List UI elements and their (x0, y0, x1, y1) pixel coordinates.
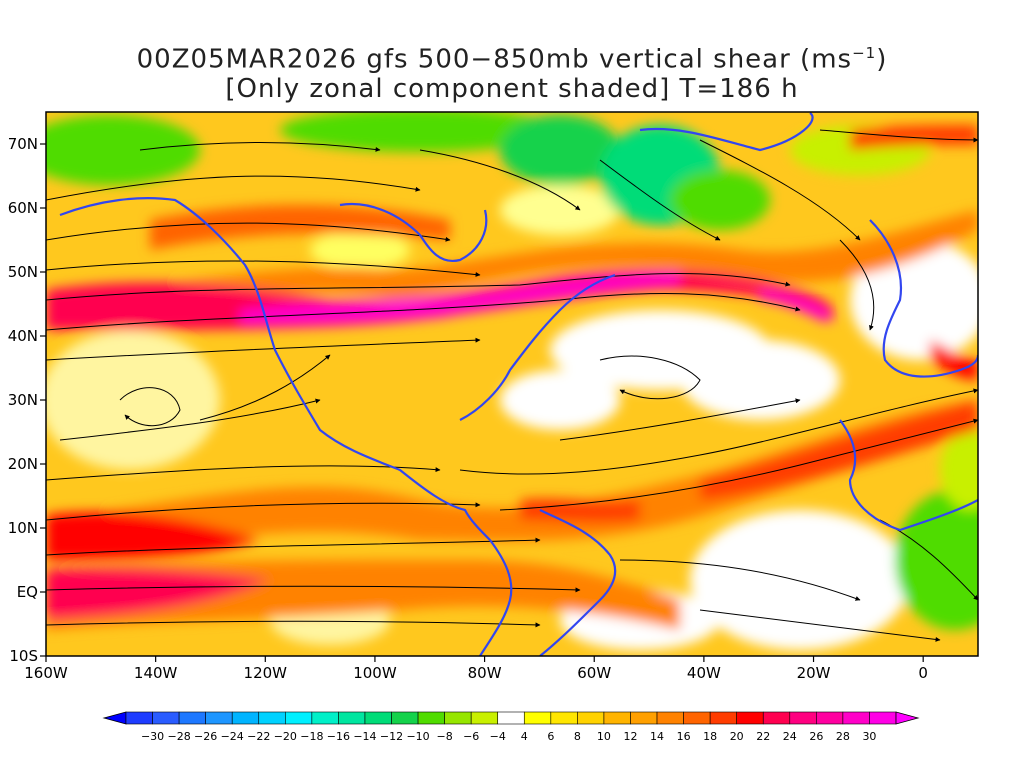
colorbar-swatch (869, 711, 897, 725)
colorbar-label: 20 (730, 730, 744, 743)
colorbar-label: −4 (490, 730, 506, 743)
lat-tick-label: 60N (8, 199, 38, 217)
colorbar-swatch (205, 711, 233, 725)
lon-tick-label: 40W (687, 664, 721, 682)
lon-tick-label: 20W (797, 664, 831, 682)
colorbar-swatch (656, 711, 684, 725)
colorbar-label: −12 (380, 730, 403, 743)
colorbar-label: −10 (406, 730, 429, 743)
coastline-south-america-east (539, 509, 617, 656)
colorbar-swatch (683, 711, 711, 725)
lat-tick-label: 70N (8, 135, 38, 153)
colorbar-label: 18 (703, 730, 717, 743)
longitude-axis: 160W 140W 120W 100W 80W 60W 40W 20W 0 (24, 656, 928, 682)
lat-tick-label: 30N (8, 391, 38, 409)
colorbar-label: −22 (247, 730, 270, 743)
colorbar-swatch (285, 711, 313, 725)
lon-tick-label: 120W (244, 664, 288, 682)
colorbar-label: 6 (547, 730, 554, 743)
colorbar-swatch (178, 711, 206, 725)
colorbar-label: −28 (167, 730, 190, 743)
lon-tick-label: 160W (24, 664, 68, 682)
colorbar-label: 10 (597, 730, 611, 743)
colorbar-label: 28 (836, 730, 850, 743)
colorbar-swatch (391, 711, 419, 725)
colorbar-label: −18 (300, 730, 323, 743)
colorbar-label: −26 (194, 730, 217, 743)
colorbar-label: 16 (677, 730, 691, 743)
colorbar-swatch (736, 711, 764, 725)
colorbar-swatch (311, 711, 339, 725)
colorbar-swatch (417, 711, 445, 725)
colorbar-label: 8 (574, 730, 581, 743)
map-plot-area (46, 112, 978, 656)
colorbar-swatch (816, 711, 844, 725)
coastline-europe (869, 219, 978, 378)
colorbar-swatch (709, 711, 737, 725)
lat-tick-label: EQ (17, 583, 38, 601)
colorbar-swatch (152, 711, 180, 725)
lat-tick-label: 20N (8, 455, 38, 473)
colorbar-swatch (125, 711, 153, 725)
colorbar-swatch (577, 711, 605, 725)
streamlines (46, 129, 978, 642)
lon-tick-label: 140W (134, 664, 178, 682)
colorbar-max-arrow (895, 711, 920, 725)
colorbar-swatch (338, 711, 366, 725)
colorbar-swatch (497, 711, 525, 725)
colorbar-swatch (603, 711, 631, 725)
colorbar-swatch (630, 711, 658, 725)
coastline-north-america-east (459, 273, 616, 421)
coastline-hudson-bay (339, 202, 488, 263)
plot-frame (45, 111, 979, 657)
colorbar-swatch (789, 711, 817, 725)
colorbar-swatch (842, 711, 870, 725)
colorbar-label: −30 (141, 730, 164, 743)
coastline-greenland (639, 112, 814, 152)
colorbar-label: 24 (783, 730, 797, 743)
colorbar-label: −6 (463, 730, 479, 743)
lat-tick-label: 10S (9, 647, 38, 665)
colorbar-swatch (444, 711, 472, 725)
colorbar-swatch (470, 711, 499, 725)
lon-tick-label: 80W (468, 664, 502, 682)
coastlines (59, 112, 978, 656)
colorbar-swatch (364, 711, 392, 725)
colorbar-swatch (523, 711, 552, 725)
colorbar-label: 12 (623, 730, 637, 743)
colorbar-label: −16 (327, 730, 350, 743)
lon-tick-label: 60W (577, 664, 611, 682)
colorbar-min-arrow (102, 711, 127, 725)
colorbar-swatch (550, 711, 578, 725)
colorbar-label: 30 (862, 730, 876, 743)
colorbar-swatch (258, 711, 286, 725)
map-title-line1: 00Z05MAR2026 gfs 500−850mb vertical shea… (136, 44, 888, 75)
color-legend: −30 −28 −26 −24 −22 −20 −18 −16 −14 −12 −10 −8 −6 −4 4… (102, 711, 920, 743)
coastline-africa (839, 419, 978, 532)
colorbar-label: −24 (221, 730, 244, 743)
lat-tick-label: 40N (8, 327, 38, 345)
coastline-south-america-west (479, 539, 513, 656)
colorbar-label: −14 (353, 730, 376, 743)
colorbar-label: −8 (437, 730, 453, 743)
lat-tick-label: 50N (8, 263, 38, 281)
colorbar-swatch (762, 711, 791, 725)
colorbar-label: −20 (274, 730, 297, 743)
colorbar-swatch (231, 711, 260, 725)
lon-tick-label: 0 (918, 664, 928, 682)
colorbar-label: 26 (809, 730, 823, 743)
colorbar-label: 4 (521, 730, 528, 743)
lat-tick-label: 10N (8, 519, 38, 537)
map-title-line2: [Only zonal component shaded] T=186 h (225, 74, 799, 104)
latitude-axis: 70N 60N 50N 40N 30N 20N 10N EQ 10S (8, 135, 46, 665)
coastline-north-america-west (59, 197, 491, 541)
colorbar-label: 14 (650, 730, 664, 743)
lon-tick-label: 100W (353, 664, 397, 682)
colorbar-label: 22 (756, 730, 770, 743)
